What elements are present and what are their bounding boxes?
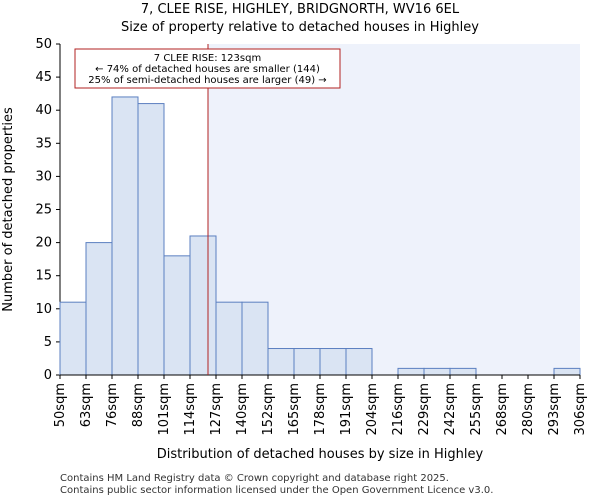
bar — [397, 367, 425, 376]
bar — [137, 103, 165, 376]
y-tick-label: 15 — [35, 269, 52, 284]
annotation-frame — [74, 48, 341, 89]
x-tick-label: 268sqm — [495, 383, 510, 436]
y-tick-label: 45 — [35, 70, 52, 85]
x-axis-label: Distribution of detached houses by size … — [157, 447, 484, 462]
x-tick-label: 216sqm — [391, 383, 406, 436]
bar — [85, 242, 113, 376]
x-tick-label: 101sqm — [157, 383, 172, 436]
x-tick-label: 114sqm — [183, 383, 198, 436]
x-tick-label: 306sqm — [573, 383, 588, 436]
x-tick-label: 152sqm — [261, 383, 276, 436]
chart-subtitle: Size of property relative to detached ho… — [121, 20, 479, 35]
y-tick-label: 30 — [35, 169, 52, 184]
annotation-line-1: 7 CLEE RISE: 123sqm — [154, 53, 261, 64]
bar — [111, 96, 139, 376]
bar — [267, 348, 295, 376]
bar — [59, 301, 87, 376]
y-tick-label: 40 — [35, 103, 52, 118]
y-axis-label: Number of detached properties — [1, 107, 16, 312]
x-tick-label: 127sqm — [209, 383, 224, 436]
annotation-box: 7 CLEE RISE: 123sqm ← 74% of detached ho… — [74, 48, 341, 89]
y-tick-label: 20 — [35, 236, 52, 251]
bar — [293, 348, 321, 376]
x-tick-label: 255sqm — [469, 383, 484, 436]
chart-title: 7, CLEE RISE, HIGHLEY, BRIDGNORTH, WV16 … — [140, 2, 460, 17]
x-tick-label: 178sqm — [313, 383, 328, 436]
x-axis: 50sqm 63sqm 76sqm 88sqm 101sqm 114sqm 127sqm 14… — [53, 374, 588, 436]
bar — [319, 348, 347, 376]
x-tick-label: 280sqm — [521, 383, 536, 436]
bar — [241, 301, 269, 376]
bar — [345, 348, 373, 376]
footer-licence: Contains public sector information licen… — [60, 485, 494, 496]
y-axis: 0 5 10 15 20 25 30 35 40 45 50 — [35, 37, 61, 383]
y-tick-label: 25 — [35, 203, 52, 218]
footer-copyright: Contains HM Land Registry data © Crown c… — [60, 473, 449, 484]
x-tick-label: 204sqm — [365, 383, 380, 436]
larger-properties-region — [208, 44, 580, 375]
x-tick-label: 88sqm — [131, 383, 146, 427]
bar — [449, 367, 477, 376]
x-tick-label: 229sqm — [417, 383, 432, 436]
bar — [215, 301, 243, 376]
annotation-line-2: ← 74% of detached houses are smaller (14… — [95, 64, 320, 75]
x-tick-label: 165sqm — [287, 383, 302, 436]
y-tick-label: 10 — [35, 302, 52, 317]
x-tick-label: 140sqm — [235, 383, 250, 436]
x-tick-label: 50sqm — [53, 383, 68, 427]
y-tick-label: 50 — [35, 37, 52, 52]
bar — [163, 255, 191, 376]
y-tick-label: 0 — [44, 368, 52, 383]
bar — [189, 235, 217, 376]
x-tick-label: 76sqm — [105, 383, 120, 427]
x-tick-label: 191sqm — [339, 383, 354, 436]
bar — [423, 367, 451, 376]
y-tick-label: 35 — [35, 136, 52, 151]
x-tick-label: 242sqm — [443, 383, 458, 436]
annotation-line-3: 25% of semi-detached houses are larger (… — [88, 75, 326, 86]
bars — [59, 96, 581, 376]
bar — [553, 367, 581, 376]
x-tick-label: 293sqm — [547, 383, 562, 436]
y-tick-label: 5 — [44, 335, 52, 350]
x-tick-label: 63sqm — [79, 383, 94, 427]
